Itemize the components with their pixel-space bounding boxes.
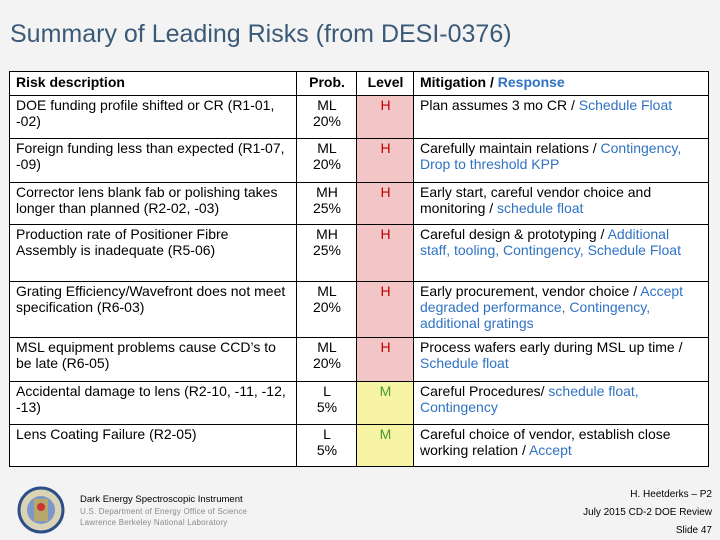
probability-rating: ML bbox=[317, 339, 337, 355]
level-cell: H bbox=[356, 138, 414, 183]
level-cell: H bbox=[356, 224, 414, 282]
table-row: Corrector lens blank fab or polishing ta… bbox=[9, 182, 709, 225]
risk-description-cell: Foreign funding less than expected (R1-0… bbox=[9, 138, 297, 183]
probability-percent: 5% bbox=[316, 442, 338, 458]
table-header-row: Risk description Prob. Level Mitigation … bbox=[9, 71, 709, 96]
level-cell: M bbox=[356, 424, 414, 467]
header-probability: Prob. bbox=[296, 71, 357, 96]
probability-cell: ML 20% bbox=[296, 281, 357, 338]
mitigation-cell: Carefully maintain relations / Contingen… bbox=[413, 138, 709, 183]
mitigation-cell: Careful Procedures/ schedule float, Cont… bbox=[413, 381, 709, 425]
risk-description-cell: Grating Efficiency/Wavefront does not me… bbox=[9, 281, 297, 338]
probability-cell: ML 20% bbox=[296, 138, 357, 183]
probability-percent: 5% bbox=[316, 399, 338, 415]
response-text: schedule float, Contingency bbox=[420, 383, 639, 415]
probability-percent: 20% bbox=[312, 299, 342, 315]
mitigation-cell: Process wafers early during MSL up time … bbox=[413, 337, 709, 382]
table-row: DOE funding profile shifted or CR (R1-01… bbox=[9, 95, 709, 139]
table-row: MSL equipment problems cause CCD’s to be… bbox=[9, 337, 709, 382]
header-risk-description: Risk description bbox=[9, 71, 297, 96]
probability-rating: ML bbox=[317, 283, 337, 299]
response-text: Accept bbox=[528, 442, 572, 458]
org-line-2: U.S. Department of Energy Office of Scie… bbox=[80, 507, 248, 516]
probability-cell: MH 25% bbox=[296, 182, 357, 225]
response-text: Additional staff, tooling, Contingency, … bbox=[420, 226, 681, 258]
level-cell: H bbox=[356, 337, 414, 382]
probability-cell: ML 20% bbox=[296, 95, 357, 139]
table-row: Grating Efficiency/Wavefront does not me… bbox=[9, 281, 709, 338]
mitigation-text: Careful design & prototyping bbox=[420, 226, 597, 242]
response-text: Contingency, Drop to threshold KPP bbox=[420, 140, 682, 172]
header-mitigation-response: Mitigation / Response bbox=[413, 71, 709, 96]
mitigation-text: Early procurement, vendor choice bbox=[420, 283, 630, 299]
slide-number: Slide 47 bbox=[675, 525, 712, 536]
mitigation-cell: Careful choice of vendor, establish clos… bbox=[413, 424, 709, 467]
table-row: Foreign funding less than expected (R1-0… bbox=[9, 138, 709, 183]
probability-percent: 25% bbox=[312, 242, 342, 258]
probability-rating: ML bbox=[317, 140, 337, 156]
risk-description-cell: Corrector lens blank fab or polishing ta… bbox=[9, 182, 297, 225]
response-text: schedule float bbox=[497, 200, 584, 216]
mitigation-separator: / bbox=[588, 140, 601, 156]
level-cell: H bbox=[356, 182, 414, 225]
probability-rating: L bbox=[323, 426, 331, 442]
event-label: July 2015 CD-2 DOE Review bbox=[583, 507, 712, 518]
mitigation-text: Plan assumes 3 mo CR bbox=[420, 97, 568, 113]
probability-rating: MH bbox=[316, 226, 338, 242]
mitigation-text: Early start, careful vendor choice and m… bbox=[420, 184, 652, 216]
org-line-3: Lawrence Berkeley National Laboratory bbox=[80, 518, 228, 527]
probability-rating: L bbox=[323, 383, 331, 399]
mitigation-text: Careful Procedures bbox=[420, 383, 541, 399]
probability-percent: 25% bbox=[312, 200, 342, 216]
probability-percent: 20% bbox=[312, 156, 342, 172]
risk-description-cell: Lens Coating Failure (R2-05) bbox=[9, 424, 297, 467]
table-row: Production rate of Positioner Fibre Asse… bbox=[9, 224, 709, 282]
table-row: Lens Coating Failure (R2-05) L 5% M Careful … bbox=[9, 424, 709, 467]
mitigation-separator: / bbox=[596, 226, 608, 242]
probability-cell: L 5% bbox=[296, 424, 357, 467]
probability-percent: 20% bbox=[312, 113, 342, 129]
table-row: Accidental damage to lens (R2-10, -11, -… bbox=[9, 381, 709, 425]
risk-description-cell: MSL equipment problems cause CCD’s to be… bbox=[9, 337, 297, 382]
header-separator: / bbox=[486, 74, 498, 90]
presenter: H. Heetderks – P2 bbox=[630, 489, 712, 500]
mitigation-text: Carefully maintain relations bbox=[420, 140, 589, 156]
risk-description-cell: Production rate of Positioner Fibre Asse… bbox=[9, 224, 297, 282]
probability-rating: MH bbox=[316, 184, 338, 200]
mitigation-separator: / bbox=[567, 97, 579, 113]
mitigation-text: Careful choice of vendor, establish clos… bbox=[420, 426, 671, 458]
mitigation-separator: / bbox=[540, 383, 549, 399]
mitigation-separator: / bbox=[485, 200, 498, 216]
risk-table-body: DOE funding profile shifted or CR (R1-01… bbox=[9, 95, 709, 467]
response-text: Schedule Float bbox=[578, 97, 673, 113]
risk-description-cell: DOE funding profile shifted or CR (R1-01… bbox=[9, 95, 297, 139]
risk-description-cell: Accidental damage to lens (R2-10, -11, -… bbox=[9, 381, 297, 425]
level-cell: H bbox=[356, 281, 414, 338]
mitigation-cell: Careful design & prototyping / Additiona… bbox=[413, 224, 709, 282]
level-cell: M bbox=[356, 381, 414, 425]
probability-cell: L 5% bbox=[296, 381, 357, 425]
mitigation-cell: Early procurement, vendor choice / Accep… bbox=[413, 281, 709, 338]
header-response: Response bbox=[497, 74, 565, 90]
mitigation-separator: / bbox=[629, 283, 641, 299]
probability-percent: 20% bbox=[312, 355, 342, 371]
mitigation-separator: / bbox=[674, 339, 683, 355]
response-text: Schedule float bbox=[420, 355, 509, 371]
slide-title: Summary of Leading Risks (from DESI-0376… bbox=[10, 20, 512, 48]
probability-rating: ML bbox=[317, 97, 337, 113]
probability-cell: ML 20% bbox=[296, 337, 357, 382]
mitigation-text: Process wafers early during MSL up time bbox=[420, 339, 675, 355]
response-text: Accept degraded performance, Contingency… bbox=[420, 283, 684, 331]
header-mitigation: Mitigation bbox=[420, 74, 487, 90]
org-name: Dark Energy Spectroscopic Instrument bbox=[80, 494, 243, 505]
risk-table: Risk description Prob. Level Mitigation … bbox=[9, 71, 709, 467]
header-level: Level bbox=[356, 71, 414, 96]
mitigation-separator: / bbox=[518, 442, 529, 458]
mitigation-cell: Early start, careful vendor choice and m… bbox=[413, 182, 709, 225]
desi-logo bbox=[17, 486, 65, 534]
probability-cell: MH 25% bbox=[296, 224, 357, 282]
level-cell: H bbox=[356, 95, 414, 139]
mitigation-cell: Plan assumes 3 mo CR / Schedule Float bbox=[413, 95, 709, 139]
